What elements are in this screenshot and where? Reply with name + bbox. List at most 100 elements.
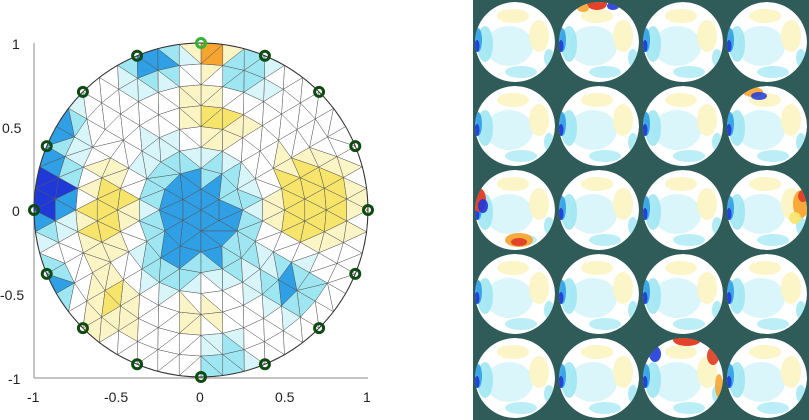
image-blob [569, 194, 617, 234]
image-blob [643, 292, 648, 304]
y-tick-label: -0.5 [0, 287, 24, 303]
grid-image-panel [727, 2, 807, 82]
image-blob [665, 261, 697, 275]
image-blob [727, 376, 732, 388]
grid-image-panel [727, 86, 807, 166]
image-blob [529, 272, 549, 304]
image-blob [727, 292, 732, 304]
electrode-marker [258, 49, 271, 62]
electrode-marker [349, 267, 362, 280]
image-blob [505, 150, 537, 162]
image-blob [569, 278, 617, 318]
image-blob [697, 20, 717, 52]
image-blob [749, 177, 781, 191]
image-blob [475, 292, 480, 304]
image-blob [589, 402, 621, 414]
mesh-triangle [262, 198, 286, 222]
image-blob [497, 177, 529, 191]
image-blob [613, 356, 633, 388]
image-blob [529, 104, 549, 136]
image-blob [653, 194, 701, 234]
image-blob [665, 177, 697, 191]
image-blob [749, 9, 781, 23]
electrode-marker [313, 322, 326, 335]
electrode-marker [131, 358, 144, 371]
image-blob [569, 110, 617, 150]
active-electrode-marker [195, 37, 207, 49]
image-blob [757, 318, 789, 330]
image-blob [697, 272, 717, 304]
image-blob [781, 356, 801, 388]
image-blob [497, 261, 529, 275]
image-blob [757, 150, 789, 162]
y-tick-label: -1 [8, 371, 21, 387]
image-blob [559, 292, 564, 304]
image-blob [673, 338, 701, 346]
image-blob [505, 402, 537, 414]
image-blob [737, 278, 785, 318]
y-tick-label: 0.5 [2, 120, 22, 136]
grid-image-panel [559, 254, 639, 334]
image-blob [529, 188, 549, 220]
image-blob [559, 124, 564, 136]
image-blob [581, 177, 613, 191]
mesh-cells [33, 42, 369, 378]
image-blob [475, 124, 480, 136]
image-blob [653, 278, 701, 318]
image-blob [665, 345, 697, 359]
image-blob [475, 40, 480, 52]
image-grid [473, 0, 809, 420]
grid-image-panel [475, 338, 555, 418]
image-blob [505, 318, 537, 330]
image-blob [757, 402, 789, 414]
grid-image-panel [559, 86, 639, 166]
electrode-marker [76, 322, 89, 335]
electrodes [28, 37, 374, 383]
image-blob [581, 345, 613, 359]
grid-image-panel [475, 254, 555, 334]
grid-image-panel [475, 2, 555, 82]
image-blob [789, 212, 801, 224]
image-blob [727, 208, 732, 220]
image-blob [643, 376, 648, 388]
image-blob [497, 345, 529, 359]
electrode-marker [195, 371, 207, 383]
electrode-marker [362, 204, 374, 216]
image-blob [653, 362, 701, 402]
image-blob [643, 208, 648, 220]
mesh-triangle [304, 198, 327, 222]
grid-image-panel [643, 86, 723, 166]
image-blob [485, 110, 533, 150]
image-blob [751, 92, 767, 100]
mesh-plot: 1 0.5 0 -0.5 -1 -1 -0.5 0 0.5 1 [0, 36, 374, 405]
grid-image-panel [559, 2, 639, 82]
image-blob [485, 194, 533, 234]
image-blob [673, 150, 705, 162]
y-tick-label: 1 [12, 36, 20, 52]
mesh-triangle [346, 198, 369, 222]
image-blob [737, 362, 785, 402]
electrode-marker [40, 267, 53, 280]
grid-image-panel [643, 254, 723, 334]
image-blob [653, 110, 701, 150]
image-blob [559, 376, 564, 388]
image-blob [589, 66, 621, 78]
x-tick-label: 1 [363, 389, 371, 405]
grid-image-panel [475, 86, 555, 166]
image-blob [511, 238, 527, 246]
image-blob [673, 402, 705, 414]
image-blob [653, 26, 701, 66]
image-blob [673, 318, 705, 330]
x-tick-label: 0 [196, 389, 204, 405]
image-blob [569, 362, 617, 402]
grid-image-panel [643, 338, 723, 418]
image-blob [781, 104, 801, 136]
image-blob [569, 26, 617, 66]
image-blob [727, 40, 732, 52]
image-blob [727, 124, 732, 136]
image-blob [478, 199, 488, 213]
grid-image-panel [559, 338, 639, 418]
x-tick-label: -1 [27, 389, 40, 405]
image-blob [559, 208, 564, 220]
